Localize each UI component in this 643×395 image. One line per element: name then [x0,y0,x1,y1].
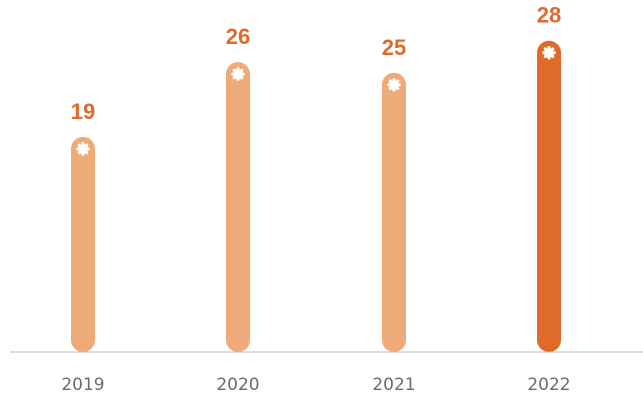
x-tick-label-2019: 2019 [61,375,104,395]
gear-icon [76,142,90,156]
bar-2020 [226,62,250,352]
bar-2022 [537,40,561,352]
gear-icon [231,67,245,81]
x-tick-label-2022: 2022 [527,375,570,395]
x-tick-label-2021: 2021 [372,375,415,395]
value-label-2019: 19 [71,99,95,124]
value-label-2021: 25 [382,35,406,60]
gear-icon [387,77,401,92]
value-label-2022: 28 [537,3,561,28]
x-tick-labels: 2019 2020 2021 2022 [61,375,570,395]
gear-icon [542,45,556,60]
bar-2019 [71,136,95,352]
bar-2021 [382,72,406,353]
bars-group: 19 26 25 28 [71,3,561,353]
value-label-2020: 26 [226,24,250,49]
x-tick-label-2020: 2020 [216,375,259,395]
